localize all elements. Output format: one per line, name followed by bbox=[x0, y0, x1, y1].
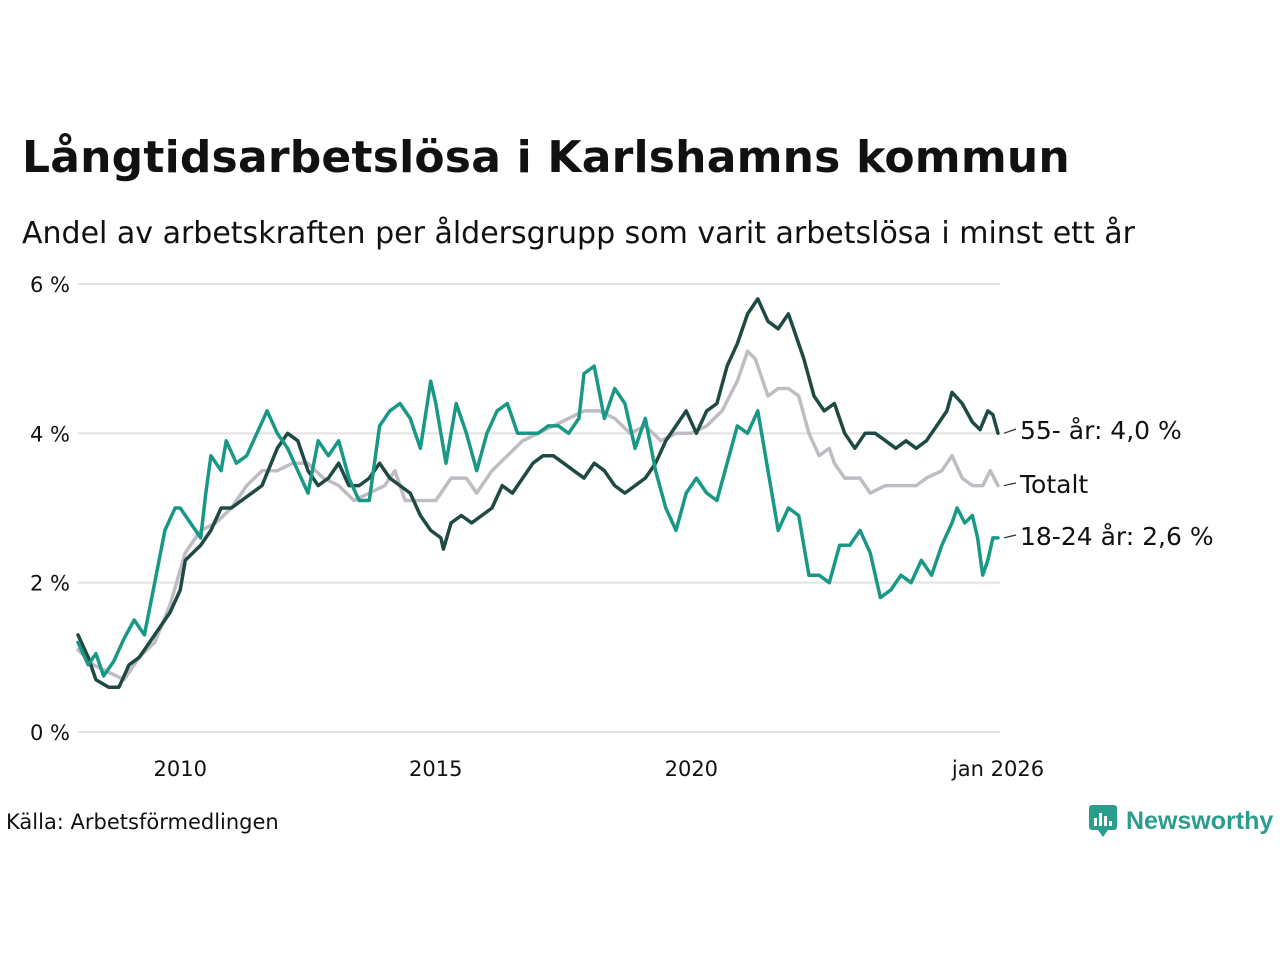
y-tick-label: 6 % bbox=[30, 273, 70, 297]
x-tick-label: jan 2026 bbox=[951, 757, 1044, 781]
y-tick-label: 0 % bbox=[30, 721, 70, 745]
series-line-youth bbox=[76, 364, 1000, 678]
x-tick-label: 2020 bbox=[665, 757, 718, 781]
grid-lines bbox=[78, 283, 1000, 733]
series-line-total bbox=[76, 349, 1000, 682]
series-end-labels: Totalt 55- år: 4,0 % 18-24 år: 2,6 % bbox=[1003, 416, 1214, 551]
brand-logo: Newsworthy bbox=[1088, 804, 1273, 838]
y-axis: 0 % 2 % 4 % 6 % bbox=[30, 273, 70, 745]
series-label-total: Totalt bbox=[1019, 470, 1088, 499]
chart-subtitle: Andel av arbetskraften per åldersgrupp s… bbox=[22, 216, 1135, 251]
series-lines bbox=[76, 297, 1000, 689]
series-line-older bbox=[76, 297, 1000, 689]
brand-name: Newsworthy bbox=[1126, 806, 1274, 835]
label-leader-total bbox=[1003, 482, 1017, 487]
x-axis: 2010 2015 2020 jan 2026 bbox=[153, 757, 1044, 781]
x-tick-label: 2010 bbox=[153, 757, 206, 781]
x-tick-label: 2015 bbox=[409, 757, 462, 781]
label-leader-older bbox=[1003, 428, 1017, 434]
series-label-youth: 18-24 år: 2,6 % bbox=[1020, 522, 1214, 551]
series-label-older: 55- år: 4,0 % bbox=[1020, 416, 1182, 445]
y-tick-label: 2 % bbox=[30, 572, 70, 596]
label-leader-youth bbox=[1003, 534, 1017, 539]
newsworthy-logo-icon bbox=[1089, 805, 1117, 837]
chart-title: Långtidsarbetslösa i Karlshamns kommun bbox=[22, 132, 1070, 183]
y-tick-label: 4 % bbox=[30, 422, 70, 446]
source-note: Källa: Arbetsförmedlingen bbox=[6, 810, 279, 834]
